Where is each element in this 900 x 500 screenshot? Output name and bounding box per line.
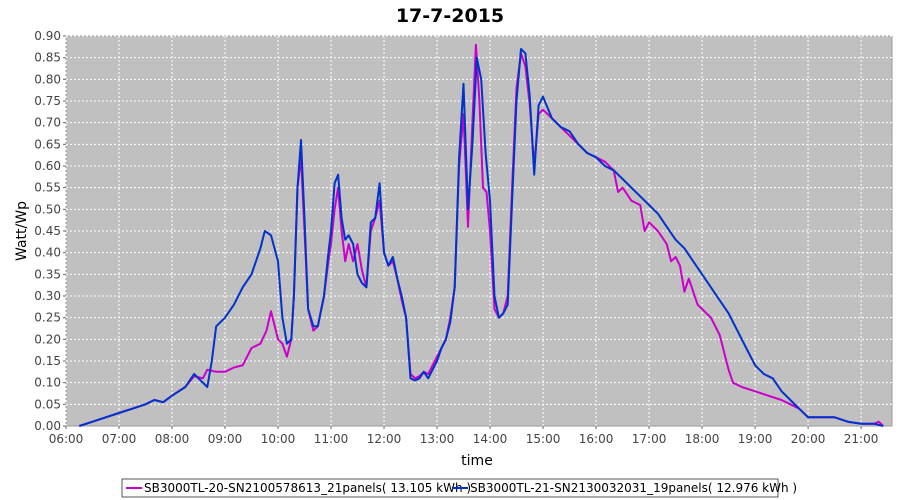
x-tick-label: 16:00 xyxy=(579,432,614,446)
y-tick-label: 0.80 xyxy=(34,72,61,86)
x-tick-label: 10:00 xyxy=(261,432,296,446)
series-lines xyxy=(78,43,884,427)
y-tick-label: 0.25 xyxy=(34,311,61,325)
x-axis: 06:00 07:00 08:00 09:00 10:00 11:00 12:00 13:00… xyxy=(49,426,879,446)
x-tick-label: 17:00 xyxy=(632,432,667,446)
y-tick-label: 0.40 xyxy=(34,246,61,260)
y-tick-label: 0.65 xyxy=(34,137,61,151)
y-tick-label: 0.55 xyxy=(34,181,61,195)
x-tick-label: 07:00 xyxy=(102,432,137,446)
y-tick-label: 0.35 xyxy=(34,267,61,281)
y-tick-label: 0.70 xyxy=(34,116,61,130)
x-tick-label: 21:00 xyxy=(844,432,879,446)
y-tick-label: 0.75 xyxy=(34,94,61,108)
y-axis-label: Watt/Wp xyxy=(14,201,30,261)
y-tick-label: 0.15 xyxy=(34,354,61,368)
chart-title: 17-7-2015 xyxy=(396,5,504,27)
x-tick-label: 14:00 xyxy=(473,432,508,446)
x-tick-label: 08:00 xyxy=(155,432,190,446)
x-tick-label: 19:00 xyxy=(738,432,773,446)
x-tick-label: 20:00 xyxy=(791,432,826,446)
x-tick-label: 13:00 xyxy=(420,432,455,446)
x-tick-label: 06:00 xyxy=(49,432,84,446)
y-tick-label: 0.90 xyxy=(34,29,61,43)
legend-label-2: SB3000TL-21-SN2130032031_19panels( 12.97… xyxy=(470,481,797,495)
y-tick-label: 0.60 xyxy=(34,159,61,173)
x-tick-label: 09:00 xyxy=(208,432,243,446)
y-tick-label: 0.20 xyxy=(34,332,61,346)
legend-box xyxy=(121,478,779,498)
y-tick-label: 0.85 xyxy=(34,51,61,65)
y-tick-label: 0.30 xyxy=(34,289,61,303)
x-tick-label: 12:00 xyxy=(367,432,402,446)
y-tick-label: 0.00 xyxy=(34,419,61,433)
y-tick-label: 0.45 xyxy=(34,224,61,238)
y-axis: 0.00 0.05 0.10 0.15 0.20 0.25 0.30 0.35 0.40 0.45… xyxy=(34,29,66,433)
y-tick-label: 0.10 xyxy=(34,376,61,390)
y-tick-label: 0.50 xyxy=(34,202,61,216)
x-tick-label: 15:00 xyxy=(526,432,561,446)
x-axis-label: time xyxy=(461,453,493,469)
x-tick-label: 11:00 xyxy=(314,432,349,446)
legend: SB3000TL-20-SN2100578613_21panels( 13.10… xyxy=(121,478,797,498)
x-tick-label: 18:00 xyxy=(685,432,720,446)
legend-label-1: SB3000TL-20-SN2100578613_21panels( 13.10… xyxy=(144,481,471,495)
series-line-2 xyxy=(78,48,884,427)
y-tick-label: 0.05 xyxy=(34,397,61,411)
